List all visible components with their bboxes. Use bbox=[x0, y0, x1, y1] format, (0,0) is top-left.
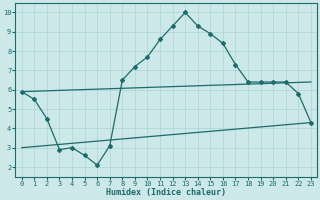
X-axis label: Humidex (Indice chaleur): Humidex (Indice chaleur) bbox=[106, 188, 226, 197]
